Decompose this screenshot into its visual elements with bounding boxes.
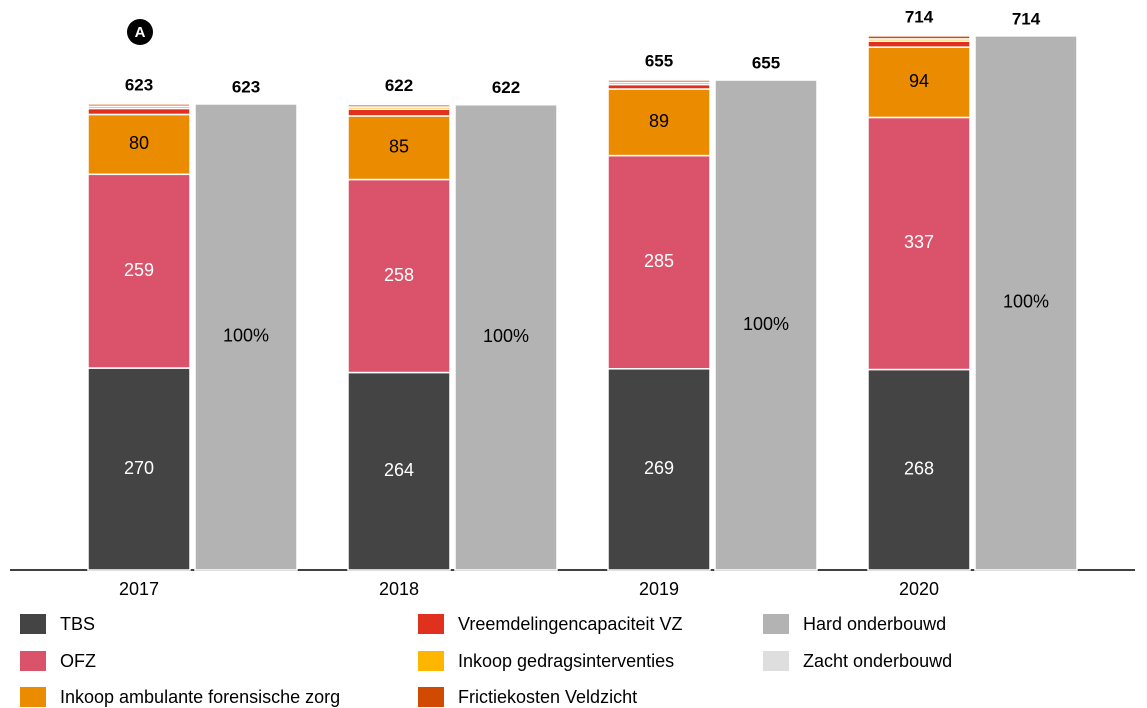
bar-segment [347, 178, 451, 374]
total-label: 623 [125, 75, 153, 94]
bar-segment [867, 368, 971, 571]
bar-segment [347, 108, 451, 117]
bar-segment [347, 371, 451, 571]
bar-segment [87, 367, 191, 571]
bar-segment [607, 88, 711, 157]
bar-segment [347, 115, 451, 181]
legend-label: Inkoop ambulante forensische zorg [60, 687, 340, 707]
legend-swatch [418, 651, 444, 671]
segment-label: 270 [124, 458, 154, 478]
total-label: 622 [385, 76, 413, 95]
share-label: 100% [1003, 292, 1049, 312]
bar-segment [87, 103, 191, 107]
bar-segment [347, 103, 451, 108]
legend-label: OFZ [60, 651, 96, 671]
legend-label: TBS [60, 614, 95, 634]
total-label: 714 [905, 7, 934, 26]
annotation: A [135, 24, 146, 41]
legend-label: Hard onderbouwd [803, 614, 946, 634]
legend-swatch [20, 687, 46, 707]
bar-segment [607, 79, 711, 84]
legend-label: Zacht onderbouwd [803, 651, 952, 671]
bar-segment [867, 116, 971, 371]
total-label: 714 [1012, 9, 1041, 28]
total-label: 622 [492, 78, 520, 97]
bar-segment [867, 46, 971, 119]
x-tick-label: 2019 [639, 579, 679, 599]
total-label: 655 [645, 52, 673, 71]
annotation-badge [127, 19, 153, 45]
segment-label: 80 [129, 133, 149, 153]
legend-label: Vreemdelingencapaciteit VZ [458, 614, 682, 634]
total-label: 655 [752, 54, 780, 73]
legend-swatch [763, 651, 789, 671]
bar-segment [87, 107, 191, 116]
x-tick-label: 2018 [379, 579, 419, 599]
x-tick-label: 2020 [899, 579, 939, 599]
segment-label: 269 [644, 458, 674, 478]
legend-swatch [763, 614, 789, 634]
segment-label: 85 [389, 136, 409, 156]
share-label: 100% [743, 314, 789, 334]
total-label: 623 [232, 77, 260, 96]
bar-segment [867, 40, 971, 48]
legend-swatch [20, 651, 46, 671]
legend-swatch [418, 687, 444, 707]
share-label: 100% [223, 326, 269, 346]
segment-label: 268 [904, 459, 934, 479]
segment-label: 337 [904, 232, 934, 252]
bar-segment [974, 35, 1078, 571]
segment-label: 285 [644, 251, 674, 271]
bar-segment [714, 79, 818, 571]
legend-swatch [418, 614, 444, 634]
segment-label: 258 [384, 265, 414, 285]
segment-label: 264 [384, 460, 414, 480]
bar-segment [194, 103, 298, 571]
bar-segment [87, 173, 191, 369]
bar-segment [867, 35, 971, 40]
segment-label: 94 [909, 71, 929, 91]
bar-segment [607, 154, 711, 370]
legend-label: Frictiekosten Veldzicht [458, 687, 637, 707]
segment-label: 259 [124, 260, 154, 280]
bar-segment [454, 103, 558, 571]
x-tick-label: 2017 [119, 579, 159, 599]
segment-label: 89 [649, 111, 669, 131]
share-label: 100% [483, 326, 529, 346]
bar-segment [607, 368, 711, 571]
legend-swatch [20, 614, 46, 634]
bar-segment [87, 113, 191, 176]
legend-label: Inkoop gedragsinterventies [458, 651, 674, 671]
